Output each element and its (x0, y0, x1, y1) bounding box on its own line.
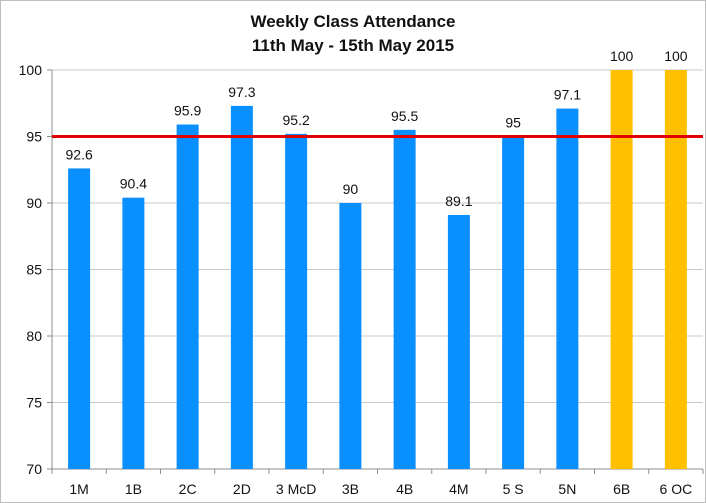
bar (502, 136, 525, 469)
data-label: 90 (343, 181, 359, 197)
y-tick-label: 70 (26, 461, 42, 477)
x-tick-label: 1B (125, 481, 142, 497)
x-tick-label: 3 McD (276, 481, 316, 497)
x-tick-label: 5N (558, 481, 576, 497)
y-tick-label: 95 (26, 129, 42, 145)
bar (610, 70, 633, 469)
x-tick-label: 6B (613, 481, 630, 497)
chart-subtitle: 11th May - 15th May 2015 (251, 36, 455, 55)
data-label: 97.1 (554, 87, 581, 103)
data-label: 95 (505, 115, 521, 131)
data-label: 100 (664, 48, 688, 64)
data-label: 100 (610, 48, 634, 64)
x-tick-label: 2C (179, 481, 197, 497)
data-label: 97.3 (228, 84, 255, 100)
x-tick-label: 3B (342, 481, 359, 497)
bar (122, 197, 145, 469)
y-tick-label: 75 (26, 395, 42, 411)
x-tick-label: 1M (69, 481, 88, 497)
chart-title: Weekly Class Attendance (250, 12, 456, 31)
bar (664, 70, 687, 469)
data-label: 89.1 (445, 193, 472, 209)
x-tick-label: 5 S (503, 481, 524, 497)
bar (339, 203, 362, 469)
bar (68, 168, 91, 470)
data-label: 90.4 (120, 176, 147, 192)
data-label: 95.9 (174, 103, 201, 119)
data-label: 92.6 (66, 146, 93, 162)
x-tick-label: 6 OC (660, 481, 693, 497)
data-label: 95.2 (283, 112, 310, 128)
data-label: 95.5 (391, 108, 418, 124)
x-tick-label: 4M (449, 481, 468, 497)
x-tick-label: 4B (396, 481, 413, 497)
y-tick-label: 85 (26, 262, 42, 278)
bar (447, 214, 470, 469)
y-tick-label: 100 (19, 62, 43, 78)
bar (176, 124, 199, 469)
y-tick-label: 80 (26, 328, 42, 344)
bar (230, 105, 253, 469)
bar (393, 129, 416, 469)
bar (285, 133, 308, 469)
x-tick-label: 2D (233, 481, 251, 497)
bar (556, 108, 579, 469)
y-tick-label: 90 (26, 195, 42, 211)
